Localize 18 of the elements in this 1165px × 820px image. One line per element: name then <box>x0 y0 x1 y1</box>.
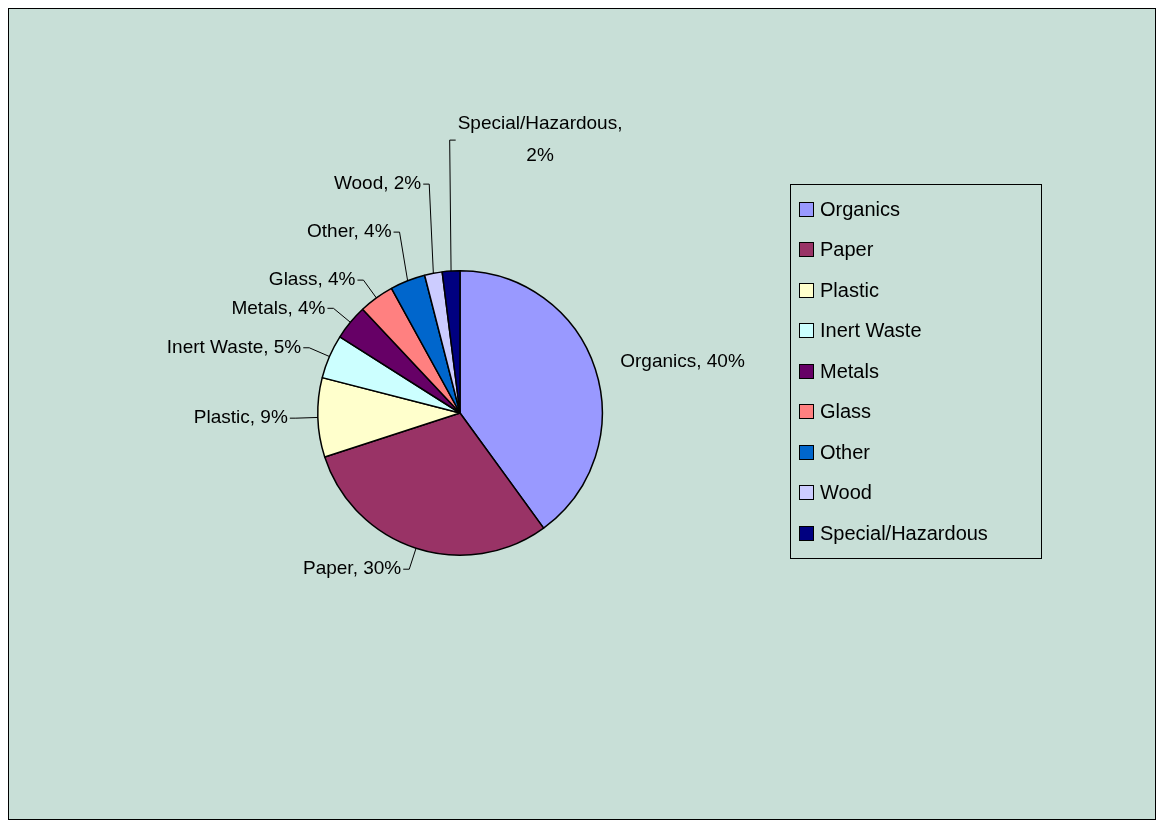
legend-label: Wood <box>820 481 872 505</box>
data-label: Inert Waste, 5% <box>166 336 302 357</box>
data-label: Metals, 4% <box>231 296 326 318</box>
data-label: Organics, 40% <box>620 350 745 372</box>
legend-label: Glass <box>820 400 872 424</box>
legend-label: Special/Hazardous <box>820 521 988 545</box>
legend-label: Organics <box>820 197 901 221</box>
legend-label: Plastic <box>820 278 879 302</box>
legend-label: Other <box>820 440 871 464</box>
legend-label: Metals <box>820 359 879 383</box>
data-label: Wood, 2% <box>333 172 422 194</box>
data-label: Paper, 30% <box>302 557 402 579</box>
legend-label: Inert Waste <box>820 319 922 343</box>
legend-label: Paper <box>820 238 874 262</box>
data-label: Other, 4% <box>307 220 392 242</box>
data-label: Glass, 4% <box>268 268 356 290</box>
data-label: Plastic, 9% <box>193 406 288 428</box>
data-label: Special/Hazardous, 2% <box>457 112 623 166</box>
